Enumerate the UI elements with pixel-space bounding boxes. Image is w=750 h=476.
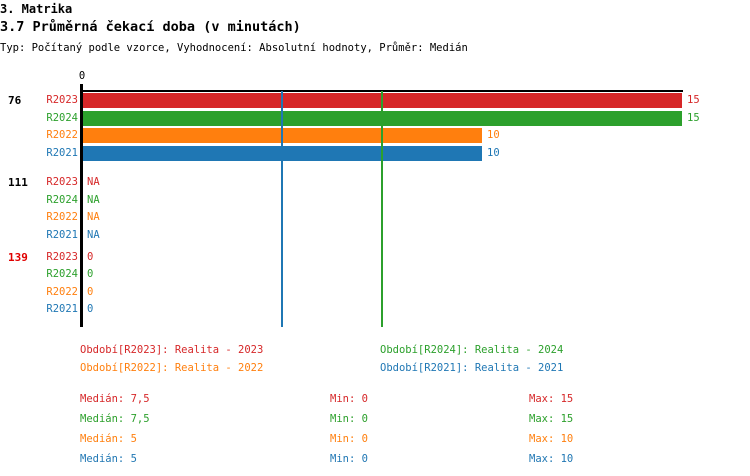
legend-item-r2024: Období[R2024]: Realita - 2024 xyxy=(380,344,564,356)
series-row-label: R2022 xyxy=(46,211,78,223)
group-label: 111 xyxy=(8,176,28,189)
stat-median-r2022: Medián: 5 xyxy=(80,433,137,445)
bar-value-label: 10 xyxy=(487,146,500,159)
group-label: 76 xyxy=(8,94,22,107)
series-row-label: R2023 xyxy=(46,176,78,188)
series-row-label: R2021 xyxy=(46,228,78,241)
stat-min-r2022: Min: 0 xyxy=(330,433,368,445)
stat-max-r2023: Max: 15 xyxy=(529,393,574,405)
stat-min-r2023: Min: 0 xyxy=(330,393,368,405)
group-label: 139 xyxy=(8,250,28,264)
series-row-label: R2023 xyxy=(46,94,78,106)
bar-value-label: NA xyxy=(87,228,100,241)
bar-value-label: 15 xyxy=(687,111,700,124)
chart-meta-line: Typ: Počítaný podle vzorce, Vyhodnocení:… xyxy=(0,42,468,54)
bar-value-label: 15 xyxy=(687,94,700,106)
median-reference-line-r2024 xyxy=(381,91,383,327)
page-title: 3. Matrika xyxy=(0,2,73,16)
bar-value-label: 0 xyxy=(87,268,94,280)
stat-min-r2021: Min: 0 xyxy=(330,453,368,465)
stat-median-r2024: Medián: 7,5 xyxy=(80,413,150,425)
series-row-label: R2021 xyxy=(46,303,78,315)
stat-max-r2024: Max: 15 xyxy=(529,413,574,425)
bar-value-label: 0 xyxy=(87,303,94,315)
series-row-label: R2024 xyxy=(46,111,78,124)
series-row-label: R2023 xyxy=(46,250,78,263)
series-row-label: R2022 xyxy=(46,129,78,141)
zero-tick-label: 0 xyxy=(78,70,86,82)
y-axis-line xyxy=(80,84,83,327)
series-row-label: R2024 xyxy=(46,268,78,280)
bar-value-label: 0 xyxy=(87,250,94,263)
median-reference-line-r2021 xyxy=(281,91,283,327)
stat-median-r2023: Medián: 7,5 xyxy=(80,393,150,405)
series-row-label: R2024 xyxy=(46,193,78,206)
bar-value-label: NA xyxy=(87,176,100,188)
legend-item-r2022: Období[R2022]: Realita - 2022 xyxy=(80,362,264,374)
chart-title: 3.7 Průměrná čekací doba (v minutách) xyxy=(0,19,301,35)
stat-min-r2024: Min: 0 xyxy=(330,413,368,425)
stat-median-r2021: Medián: 5 xyxy=(80,453,137,465)
legend-item-r2023: Období[R2023]: Realita - 2023 xyxy=(80,344,264,356)
series-row-label: R2021 xyxy=(46,146,78,159)
bar-value-label: 10 xyxy=(487,129,500,141)
legend-item-r2021: Období[R2021]: Realita - 2021 xyxy=(380,362,564,374)
series-row-label: R2022 xyxy=(46,285,78,298)
stat-max-r2022: Max: 10 xyxy=(529,433,574,445)
bar-value-label: NA xyxy=(87,211,100,223)
bar-value-label: NA xyxy=(87,193,100,206)
stat-max-r2021: Max: 10 xyxy=(529,453,574,465)
bar-value-label: 0 xyxy=(87,285,94,298)
